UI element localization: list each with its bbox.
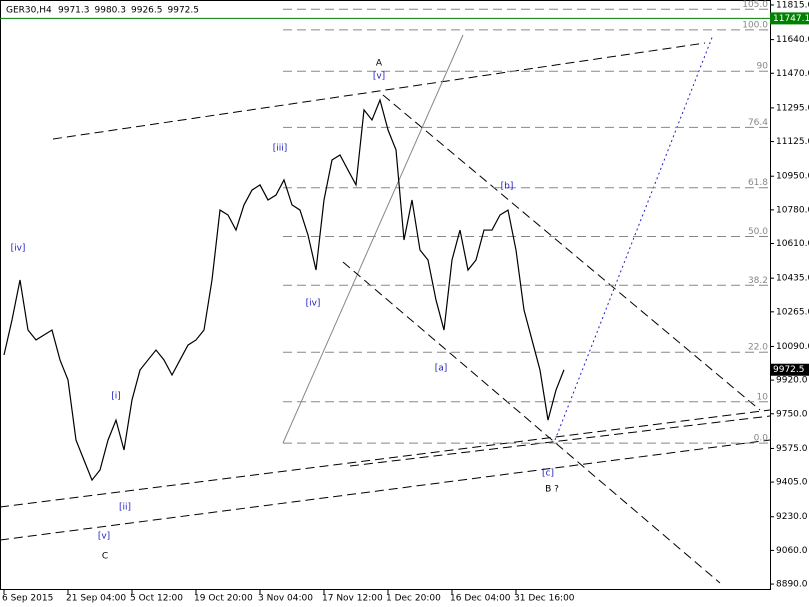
trend-line bbox=[52, 42, 706, 140]
x-tick-label: 6 Sep 2015 bbox=[2, 594, 53, 604]
fibo-label: 105.0 bbox=[742, 0, 768, 10]
ohlc-value: 9972.5 bbox=[168, 6, 200, 16]
x-tick-label: 19 Oct 20:00 bbox=[194, 594, 253, 604]
wave-label: A bbox=[376, 59, 383, 69]
y-tick-label: 10090.0 bbox=[776, 342, 809, 352]
wave-label: [iv] bbox=[11, 244, 26, 254]
fibo-label: 0.0 bbox=[754, 434, 769, 444]
ohlc-value: 9926.5 bbox=[131, 6, 163, 16]
wave-label: [i] bbox=[111, 392, 121, 402]
y-tick-label: 10950.0 bbox=[776, 172, 809, 182]
fibo-label: 100.0 bbox=[742, 20, 768, 30]
fibo-label: 22.0 bbox=[748, 343, 768, 353]
x-tick-label: 21 Sep 04:00 bbox=[66, 594, 126, 604]
drawings bbox=[0, 34, 771, 584]
wave-label: [v] bbox=[98, 532, 110, 542]
ohlc-value: 9980.3 bbox=[95, 6, 127, 16]
y-tick-label: 11125.0 bbox=[776, 137, 809, 147]
trend-line bbox=[382, 94, 761, 411]
wave-label: [b] bbox=[501, 182, 514, 192]
wave-label: C bbox=[102, 552, 108, 562]
y-tick-label: 10265.0 bbox=[776, 307, 809, 317]
symbol-title: GER30,H4 bbox=[6, 6, 52, 16]
x-tick-label: 16 Dec 04:00 bbox=[450, 594, 511, 604]
trend-line bbox=[282, 34, 464, 444]
y-tick-label: 11295.0 bbox=[776, 103, 809, 113]
last-price-label: 9972.5 bbox=[773, 365, 805, 375]
y-tick-label: 9750.0 bbox=[776, 409, 808, 419]
wave-label: [a] bbox=[435, 364, 448, 374]
x-tick-label: 31 Dec 16:00 bbox=[514, 594, 575, 604]
fibo-label: 10 bbox=[757, 392, 769, 402]
y-tick-label: 9575.0 bbox=[776, 444, 808, 454]
price-line bbox=[3, 98, 565, 482]
y-tick-label: 8890.0 bbox=[776, 580, 808, 590]
fibo-label: 76.4 bbox=[748, 118, 768, 128]
y-tick-label: 11470.0 bbox=[776, 69, 809, 79]
wave-label: [iv] bbox=[306, 299, 321, 309]
y-tick-label: 9405.0 bbox=[776, 478, 808, 488]
fibo-label: 50.0 bbox=[748, 227, 768, 237]
x-tick-label: 5 Oct 12:00 bbox=[130, 594, 183, 604]
fibo-label: 38.2 bbox=[748, 276, 768, 286]
y-tick-label: 10435.0 bbox=[776, 274, 809, 284]
y-tick-label: 11640.0 bbox=[776, 35, 809, 45]
x-tick-label: 3 Nov 04:00 bbox=[258, 594, 313, 604]
wave-label: [iii] bbox=[273, 144, 288, 154]
channel-line bbox=[0, 409, 771, 508]
plot-frame bbox=[0, 0, 771, 590]
fibo-label: 61.8 bbox=[748, 178, 768, 188]
trend-line bbox=[342, 261, 721, 584]
wave-label: B ? bbox=[545, 485, 559, 495]
y-tick-label: 10780.0 bbox=[776, 205, 809, 215]
ohlc-value: 9971.3 bbox=[58, 6, 90, 16]
last-price-box bbox=[770, 363, 809, 376]
channel-line bbox=[349, 415, 771, 467]
channel-line bbox=[0, 439, 771, 541]
y-tick-label: 9060.0 bbox=[776, 546, 808, 556]
x-tick-label: 17 Nov 12:00 bbox=[322, 594, 383, 604]
wave-label: [ii] bbox=[119, 503, 131, 513]
y-tick-label: 11815.0 bbox=[776, 0, 809, 10]
fibo-label: 90 bbox=[757, 62, 769, 72]
wave-label: [c] bbox=[542, 469, 554, 479]
y-tick-label: 10610.0 bbox=[776, 239, 809, 249]
price-level-box bbox=[770, 12, 809, 25]
x-tick-label: 1 Dec 20:00 bbox=[386, 594, 441, 604]
y-tick-label: 9920.0 bbox=[776, 376, 808, 386]
price-level-label: 11747.1 bbox=[773, 14, 809, 24]
y-tick-label: 9230.0 bbox=[776, 512, 808, 522]
wave-label: [v] bbox=[373, 72, 385, 82]
